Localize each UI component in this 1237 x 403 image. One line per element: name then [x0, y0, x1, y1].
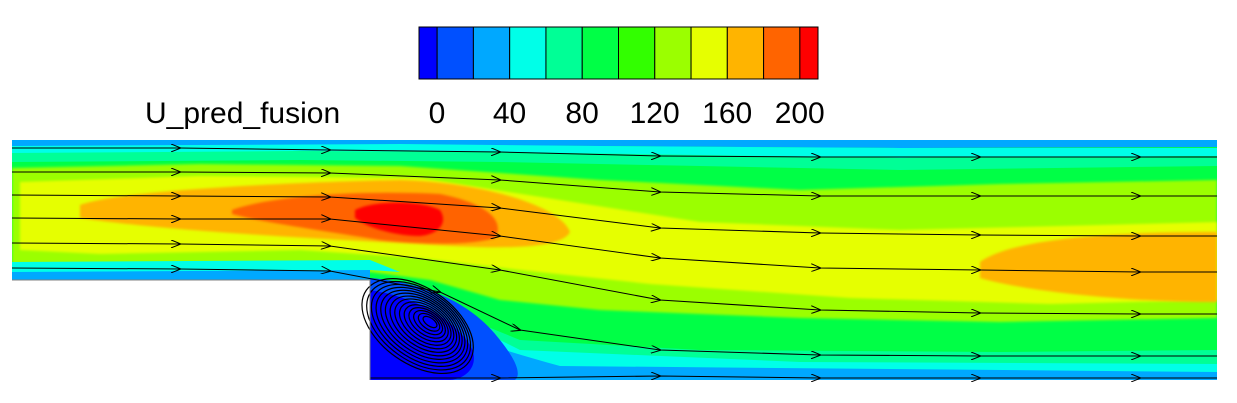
- vortex-streamline: [398, 301, 452, 346]
- colorbar-level-9: [726, 26, 765, 80]
- streamline: [11, 268, 1217, 356]
- vortex-streamline: [375, 286, 466, 364]
- vortex-streamline: [366, 280, 472, 371]
- colorbar-level-6: [618, 26, 656, 80]
- vortex-streamline: [394, 298, 455, 350]
- colorbar-tick-labels: 0 40 80 120 160 200: [429, 97, 825, 130]
- colorbar-tick-label: 0: [429, 97, 446, 130]
- colorbar-tick-label: 40: [493, 97, 526, 130]
- colorbar-level-0: [418, 26, 438, 80]
- colorbar-level-2: [472, 26, 511, 80]
- step-wall: [12, 279, 371, 380]
- vortex-streamline: [422, 315, 438, 329]
- recirculation-vortex: [361, 278, 474, 375]
- colorbar-level-4: [545, 26, 583, 80]
- colorbar-level-11: [799, 26, 819, 80]
- colorbar: [418, 26, 819, 80]
- colorbar-tick-label: 160: [702, 97, 752, 130]
- vortex-streamline: [380, 289, 463, 360]
- vortex-streamline: [389, 295, 458, 353]
- vortex-streamline: [384, 292, 460, 357]
- colorbar-tick-label: 120: [630, 97, 680, 130]
- colorbar-level-1: [436, 26, 474, 80]
- colorbar-level-7: [654, 26, 692, 80]
- colorbar-level-5: [581, 26, 620, 80]
- colorbar-level-8: [690, 26, 728, 80]
- streamline: [12, 148, 1217, 157]
- vortex-streamline: [361, 278, 474, 375]
- vortex-streamline: [408, 307, 446, 339]
- streamlines: [11, 148, 1217, 378]
- vortex-streamline: [417, 312, 441, 332]
- vortex-streamline: [413, 309, 444, 336]
- colorbar-tick-label: 200: [775, 97, 825, 130]
- streamline: [370, 376, 1217, 378]
- vortex-streamline: [403, 304, 449, 343]
- colorbar-level-3: [509, 26, 547, 80]
- colorbar-title: U_pred_fusion: [145, 97, 340, 130]
- vortex-streamline: [370, 283, 469, 368]
- colorbar-level-10: [763, 26, 801, 80]
- colorbar-tick-label: 80: [565, 97, 598, 130]
